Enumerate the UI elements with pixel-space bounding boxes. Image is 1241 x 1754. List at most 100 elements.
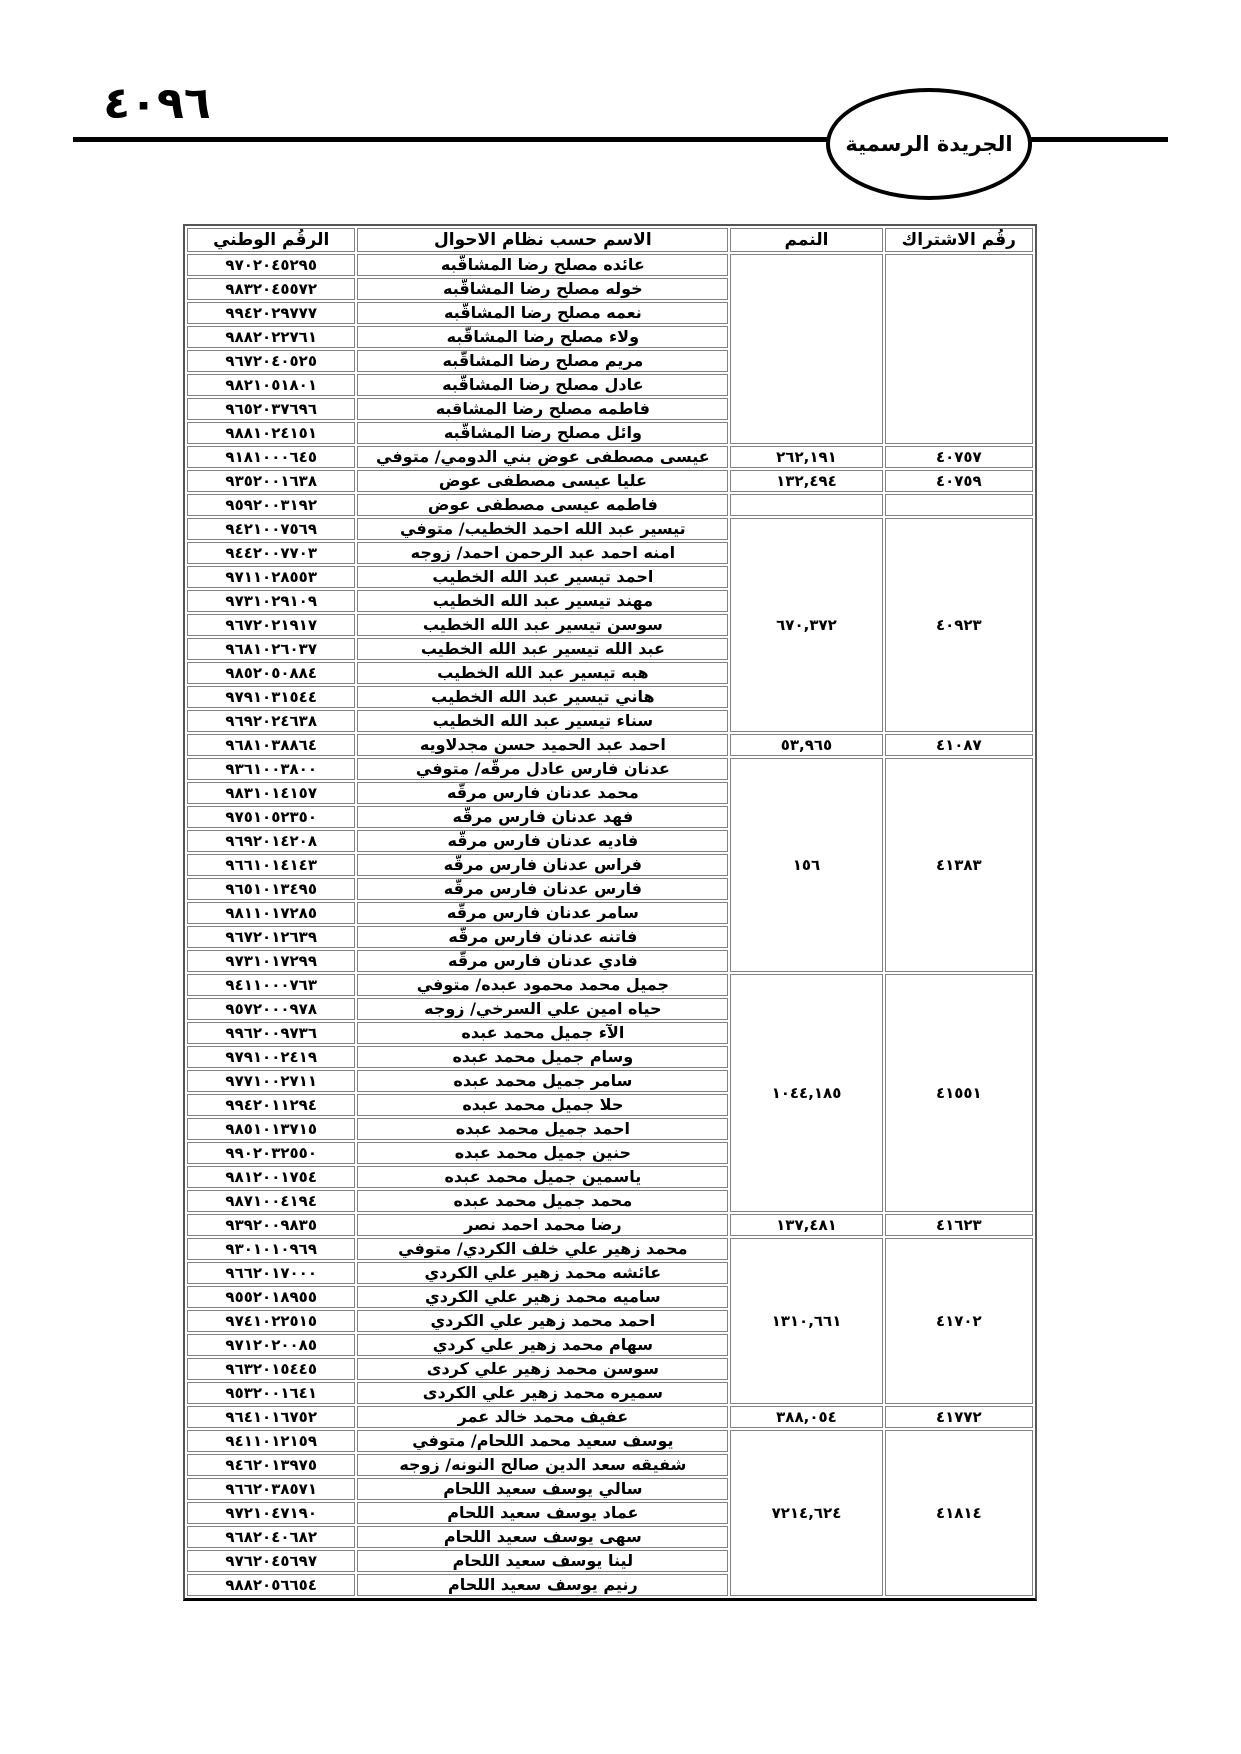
national-number-cell: ٩٤٢١٠٠٧٥٦٩ [187,518,356,540]
national-number-cell: ٩٨٨٢٠٥٦٦٥٤ [187,1574,356,1596]
table-row: سهى يوسف سعيد اللحام ٩٦٨٢٠٤٠٦٨٢ [187,1526,1033,1548]
page-number: ٤٠٩٦ [103,78,211,129]
name-cell: ساميه محمد زهير علي الكردي [357,1286,729,1308]
national-number-cell: ٩٤١١٠١٢١٥٩ [187,1430,356,1452]
national-number-cell: ٩٨١١٠١٧٢٨٥ [187,902,356,924]
table-row: فادي عدنان فارس مرقّه ٩٧٣١٠١٧٢٩٩ [187,950,1033,972]
national-number-cell: ٩٩٠٢٠٣٢٥٥٠ [187,1142,356,1164]
national-number-cell: ٩٧٣١٠١٧٢٩٩ [187,950,356,972]
table-row: حنين جميل محمد عبده ٩٩٠٢٠٣٢٥٥٠ [187,1142,1033,1164]
records-table-wrap: رقُم الاشتراك النمم الاسم حسب نظام الاحو… [183,224,1037,1601]
name-cell: شفيقه سعد الدين صالح النونه/ زوجه [357,1454,729,1476]
header-rule [73,137,1168,142]
national-number-cell: ٩٧١٢٠٢٠٠٨٥ [187,1334,356,1356]
table-row: هاني تيسير عبد الله الخطيب ٩٧٩١٠٣١٥٤٤ [187,686,1033,708]
name-cell: سهام محمد زهير علي كردي [357,1334,729,1356]
table-row: ٤١٧٠٢ ١٣١٠,٦٦١ محمد زهير علي خلف الكردي/ م… [187,1238,1033,1404]
subscription-number-cell: ٤٠٧٥٩ [884,470,1033,492]
name-cell: سناء تيسير عبد الله الخطيب [357,710,729,732]
name-cell: عدنان فارس عادل مرقّه/ متوفي [357,758,729,780]
name-cell: تيسير عبد الله احمد الخطيب/ متوفي [357,518,729,540]
table-row: ٤١٥٥١ ١٠٤٤,١٨٥ جميل محمد محمود عبده/ متوفي… [187,974,1033,1212]
col-header-name: الاسم حسب نظام الاحوال [357,228,729,252]
name-cell: رنيم يوسف سعيد اللحام [357,1574,729,1596]
table-row: ساميه محمد زهير علي الكردي ٩٥٥٢٠١٨٩٥٥ [187,1286,1033,1308]
subscription-number-cell [884,494,1033,516]
name-cell: وائل مصلح رضا المشاقّبه [357,422,729,444]
national-number-cell: ٩٦٩٢٠١٤٢٠٨ [187,830,356,852]
national-number-cell: ٩٨٥٢٠٥٠٨٨٤ [187,662,356,684]
name-cell: مهند تيسير عبد الله الخطيب [357,590,729,612]
national-number-cell: ٩١٨١٠٠٠٦٤٥ [187,446,356,468]
subscription-number-cell: ٤١٣٨٣ [884,758,1033,972]
table-row: مريم مصلح رضا المشاقّبه ٩٦٧٢٠٤٠٥٢٥ [187,350,1033,372]
table-row: سهام محمد زهير علي كردي ٩٧١٢٠٢٠٠٨٥ [187,1334,1033,1356]
table-row: احمد جميل محمد عبده ٩٨٥١٠١٣٧١٥ [187,1118,1033,1140]
name-cell: عليا عيسى مصطفى عوض [357,470,729,492]
national-number-cell: ٩٦٦١٠١٤١٤٣ [187,854,356,876]
national-number-cell: ٩٦٦٢٠١٧٠٠٠ [187,1262,356,1284]
table-row: سميره محمد زهير علي الكردى ٩٥٣٢٠٠١٦٤١ [187,1382,1033,1404]
table-row: حياه امين علي السرخي/ زوجه ٩٥٧٢٠٠٠٩٧٨ [187,998,1033,1020]
table-row: فاتنه عدنان فارس مرقّه ٩٦٧٢٠١٢٦٣٩ [187,926,1033,948]
table-row: ٤٠٩٢٣ ٦٧٠,٣٧٢ تيسير عبد الله احمد الخطيب/ … [187,518,1033,732]
plots-cell: ٣٨٨,٠٥٤ [730,1406,883,1428]
name-cell: احمد محمد زهير علي الكردي [357,1310,729,1332]
national-number-cell: ٩٦٣٢٠١٥٤٤٥ [187,1358,356,1380]
table-row: ٤٠٧٥٧ ٢٦٢,١٩١ عيسى مصطفى عوض بني الدومي/ م… [187,446,1033,468]
subscription-number-cell: ٤٠٧٥٧ [884,446,1033,468]
name-cell: حنين جميل محمد عبده [357,1142,729,1164]
records-table-body: عائده مصلح رضا المشاقّبه ٩٧٠٢٠٤٥٢٩٥ خوله م… [187,254,1033,1596]
table-row: الآء جميل محمد عبده ٩٩٦٢٠٠٩٧٣٦ [187,1022,1033,1044]
name-cell: سوسن محمد زهير علي كردى [357,1358,729,1380]
name-cell: حياه امين علي السرخي/ زوجه [357,998,729,1020]
table-row: ٤١٠٨٧ ٥٣,٩٦٥ احمد عبد الحميد حسن مجدلاويه ٩… [187,734,1033,756]
plots-cell: ١٣١٠,٦٦١ [730,1238,883,1404]
national-number-cell: ٩٨٥١٠١٣٧١٥ [187,1118,356,1140]
national-number-cell: ٩٧٦٢٠٤٥٦٩٧ [187,1550,356,1572]
plots-cell: ٢٦٢,١٩١ [730,446,883,468]
name-cell: فادي عدنان فارس مرقّه [357,950,729,972]
table-row: عادل مصلح رضا المشاقّبه ٩٨٢١٠٥١٨٠١ [187,374,1033,396]
name-cell: سامر جميل محمد عبده [357,1070,729,1092]
plots-cell: ١٥٦ [730,758,883,972]
national-number-cell: ٩٣٥٢٠٠١٦٣٨ [187,470,356,492]
national-number-cell: ٩٥٣٢٠٠١٦٤١ [187,1382,356,1404]
name-cell: عائده مصلح رضا المشاقّبه [357,254,729,276]
name-cell: سميره محمد زهير علي الكردى [357,1382,729,1404]
subscription-number-cell: ٤٠٩٢٣ [884,518,1033,732]
name-cell: احمد عبد الحميد حسن مجدلاويه [357,734,729,756]
table-header-row: رقُم الاشتراك النمم الاسم حسب نظام الاحو… [187,228,1033,252]
table-row: فاديه عدنان فارس مرقّه ٩٦٩٢٠١٤٢٠٨ [187,830,1033,852]
national-number-cell: ٩٦٨١٠٢٦٠٣٧ [187,638,356,660]
table-row: رنيم يوسف سعيد اللحام ٩٨٨٢٠٥٦٦٥٤ [187,1574,1033,1596]
table-row: لينا يوسف سعيد اللحام ٩٧٦٢٠٤٥٦٩٧ [187,1550,1033,1572]
table-row: عائده مصلح رضا المشاقّبه ٩٧٠٢٠٤٥٢٩٥ [187,254,1033,444]
national-number-cell: ٩٨٨٢٠٢٢٧٦١ [187,326,356,348]
table-row: فارس عدنان فارس مرقّه ٩٦٥١٠١٣٤٩٥ [187,878,1033,900]
table-row: فاطمه عيسى مصطفى عوض ٩٥٩٢٠٠٣١٩٢ [187,494,1033,516]
name-cell: محمد جميل محمد عبده [357,1190,729,1212]
table-row: ٤١٨١٤ ٧٢١٤,٦٢٤ يوسف سعيد محمد اللحام/ متوف… [187,1430,1033,1596]
table-row: امنه احمد عبد الرحمن احمد/ زوجه ٩٤٤٢٠٠٧٧٠… [187,542,1033,564]
name-cell: حلا جميل محمد عبده [357,1094,729,1116]
table-row: حلا جميل محمد عبده ٩٩٤٢٠١١٢٩٤ [187,1094,1033,1116]
col-header-national-number: الرقُم الوطني [187,228,356,252]
national-number-cell: ٩٨٧١٠٠٤١٩٤ [187,1190,356,1212]
table-row: عماد يوسف سعيد اللحام ٩٧٢١٠٤٧١٩٠ [187,1502,1033,1524]
name-cell: عيسى مصطفى عوض بني الدومي/ متوفي [357,446,729,468]
col-header-subscription-number: رقُم الاشتراك [884,228,1033,252]
national-number-cell: ٩٦٥١٠١٣٤٩٥ [187,878,356,900]
name-cell: ولاء مصلح رضا المشاقّبه [357,326,729,348]
name-cell: فاديه عدنان فارس مرقّه [357,830,729,852]
name-cell: عائشه محمد زهير علي الكردي [357,1262,729,1284]
table-row: هبه تيسير عبد الله الخطيب ٩٨٥٢٠٥٠٨٨٤ [187,662,1033,684]
name-cell: سوسن تيسير عبد الله الخطيب [357,614,729,636]
subscription-number-cell: ٤١٧٠٢ [884,1238,1033,1404]
name-cell: عبد الله تيسير عبد الله الخطيب [357,638,729,660]
records-table: رقُم الاشتراك النمم الاسم حسب نظام الاحو… [183,224,1037,1601]
national-number-cell: ٩٥٩٢٠٠٣١٩٢ [187,494,356,516]
name-cell: احمد جميل محمد عبده [357,1118,729,1140]
table-row: سناء تيسير عبد الله الخطيب ٩٦٩٢٠٢٤٦٣٨ [187,710,1033,732]
